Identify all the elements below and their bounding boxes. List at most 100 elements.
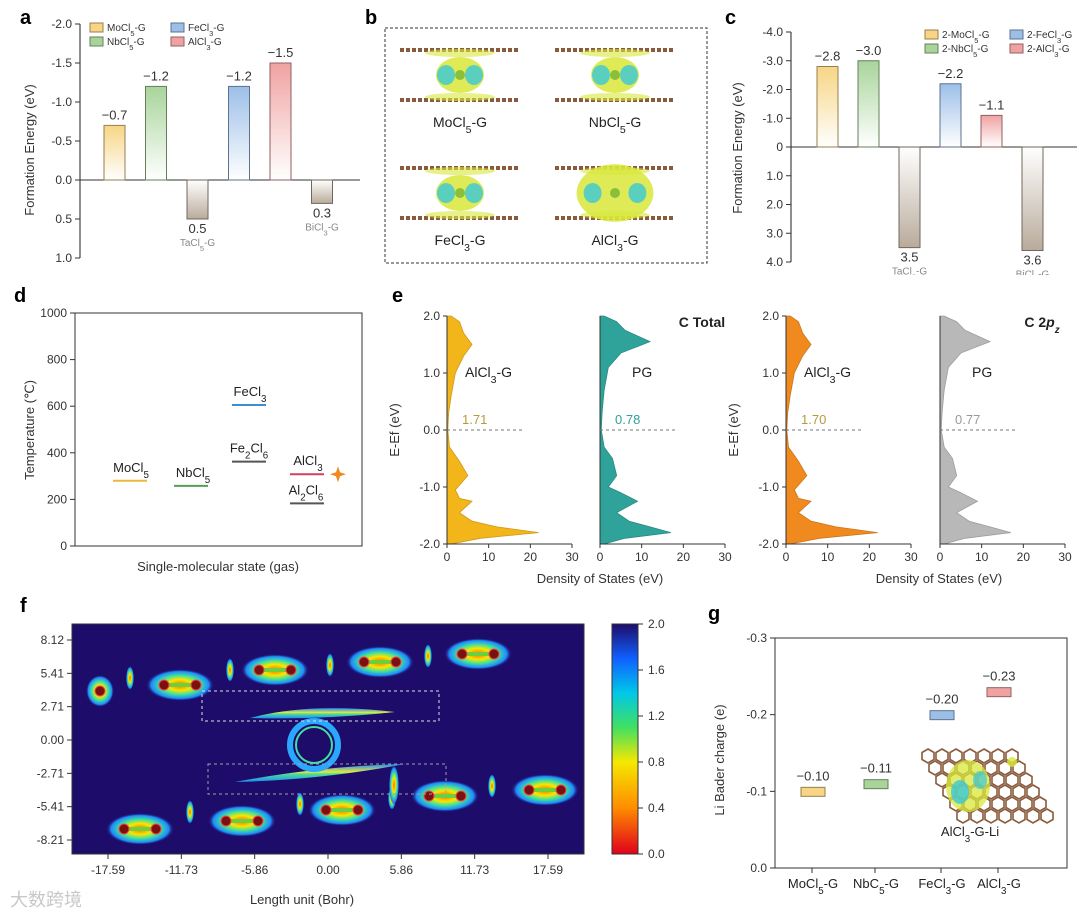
- bar: [816, 66, 839, 148]
- density-blob: [326, 653, 334, 677]
- bar: [857, 60, 880, 148]
- colorbar-tick-label: 0.0: [648, 847, 665, 861]
- bar-value-label: 0.5: [188, 221, 206, 236]
- y-tick-label: 4.0: [766, 255, 783, 269]
- x-category-label: AlCl3-G: [977, 876, 1021, 897]
- dos-sample-label: PG: [972, 364, 992, 380]
- y-tick-label: -1.0: [419, 480, 440, 494]
- density-blob: [488, 774, 496, 798]
- legend-item: 2-NbCl5-G: [942, 44, 989, 59]
- bar: [311, 179, 333, 204]
- dos-subpanel: 1.70 AlCl3-G 0 10 20 30 2.0 1.0 0.0 -1.0 -2.0 E-Ef …: [726, 309, 918, 564]
- bar: [939, 83, 962, 148]
- bar: [145, 85, 167, 181]
- x-tick-label: 10: [482, 550, 496, 564]
- dos-title: C 2pz: [1024, 314, 1059, 336]
- dos-subpanel: 0.78 PG C Total 0 10 20 30: [597, 314, 732, 564]
- colorbar-tick-label: 1.6: [648, 663, 665, 677]
- panel-g: g Li Bader charge (e) -0.3 -0.2 -0.1 0.0 −0…: [700, 590, 1080, 916]
- bar-below-label: BiCl3-G: [1016, 270, 1050, 276]
- dos-area: [785, 315, 878, 545]
- highlight-box: [207, 763, 447, 795]
- y-tick-label: 2.71: [41, 700, 65, 714]
- density-blob: [296, 792, 304, 816]
- colorbar-tick-label: 0.8: [648, 755, 665, 769]
- legend-item: 2-AlCl3-G: [1027, 44, 1070, 59]
- legend-item: AlCl3-G: [188, 37, 222, 52]
- highlight-box: [201, 690, 440, 722]
- structure-label: MoCl5-G: [433, 114, 487, 136]
- dos-sample-label: PG: [632, 364, 652, 380]
- bar-value-label: −0.23: [983, 669, 1016, 684]
- dos-sample-label: AlCl3-G: [804, 364, 851, 386]
- molecule-glow: [146, 669, 214, 701]
- x-tick-label: 10: [975, 550, 989, 564]
- x-category-label: MoCl5-G: [788, 876, 838, 897]
- legend-item: FeCl3-G: [188, 23, 225, 38]
- y-tick-label: -1.5: [51, 56, 72, 70]
- molecule-glow: [411, 780, 479, 812]
- y-tick-label: -4.0: [762, 25, 783, 39]
- structure-label: NbCl5-G: [589, 114, 642, 136]
- x-tick-label: 5.86: [390, 863, 414, 877]
- y-tick-label: -3.0: [762, 54, 783, 68]
- bar-value-label: 3.5: [900, 250, 918, 265]
- watermark: 大数跨境: [10, 890, 82, 910]
- molecule-glow: [106, 813, 174, 845]
- dos-sample-label: AlCl3-G: [465, 364, 512, 386]
- x-tick-label: 30: [718, 550, 732, 564]
- panel-label-g: g: [708, 603, 720, 625]
- point-label: NbCl5: [176, 465, 211, 486]
- bar: [186, 179, 209, 220]
- legend-item: NbCl5-G: [107, 37, 145, 52]
- bar: [898, 146, 921, 249]
- panel-f: f 8.12 5.41 2.71 0.00 -2.71 -5.41 -8.21 -17.59…: [0, 590, 700, 916]
- y-tick-label: -1.0: [762, 111, 783, 125]
- y-tick-label: -8.21: [37, 833, 65, 847]
- dos-area: [939, 315, 1011, 545]
- f-xlabel: Length unit (Bohr): [250, 892, 354, 907]
- molecule-glow: [308, 794, 376, 826]
- molecule-glow: [444, 638, 512, 670]
- e-xlabel: Density of States (eV): [876, 571, 1002, 586]
- y-tick-label: -0.3: [746, 631, 767, 645]
- f-colorbar: [611, 623, 639, 855]
- y-tick-label: 800: [47, 353, 67, 367]
- dos-subpanel: 1.71 AlCl3-G 0 10 20 30 2.0 1.0 0.0 -1.0 -2.0 E-Ef …: [387, 309, 579, 564]
- y-tick-label: 1000: [40, 306, 67, 320]
- dos-value-label: 0.78: [615, 412, 640, 427]
- dos-area: [599, 315, 671, 545]
- x-tick-label: 17.59: [533, 863, 563, 877]
- bar: [929, 710, 955, 721]
- point-label: Fe2Cl6: [230, 441, 268, 462]
- x-tick-label: 20: [524, 550, 538, 564]
- x-tick-label: 30: [904, 550, 918, 564]
- bar-value-label: −0.11: [860, 761, 892, 776]
- panel-d: d Temperature (℃) 0 200 400 600 800 1000 MoCl…: [0, 280, 370, 580]
- dos-area: [446, 315, 539, 545]
- x-tick-label: 20: [863, 550, 877, 564]
- bar-value-label: 3.6: [1023, 253, 1041, 268]
- panel-label-b: b: [365, 7, 377, 29]
- panel-label-d: d: [14, 285, 26, 307]
- bar-value-label: −0.10: [797, 768, 830, 783]
- a-ylabel: Formation Energy (eV): [22, 84, 37, 216]
- dos-value-label: 0.77: [955, 412, 980, 427]
- d-ylabel: Temperature (℃): [22, 380, 37, 480]
- bar-value-label: −2.2: [938, 66, 964, 81]
- y-tick-label: 2.0: [766, 198, 783, 212]
- x-tick-label: 0: [597, 550, 604, 564]
- panel-e: e 1.71 AlCl3-G 0 10 20 30 2.0 1.0 0.0 -1.0 -2.0 E-E…: [370, 280, 1080, 590]
- d-xlabel: Single-molecular state (gas): [137, 559, 299, 574]
- legend-item: MoCl5-G: [107, 23, 146, 38]
- density-blob: [424, 644, 432, 668]
- point-label: Al2Cl6: [289, 482, 324, 503]
- x-tick-label: 0: [444, 550, 451, 564]
- y-tick-label: 0.0: [762, 423, 779, 437]
- density-blob: [126, 666, 134, 690]
- panel-a: a Formation Energy (eV) -2.0 -1.5 -1.0 -0.5…: [0, 0, 370, 275]
- x-tick-label: 0: [783, 550, 790, 564]
- y-tick-label: 0: [60, 539, 67, 553]
- panel-label-e: e: [392, 285, 403, 307]
- y-tick-label: -1.0: [758, 480, 779, 494]
